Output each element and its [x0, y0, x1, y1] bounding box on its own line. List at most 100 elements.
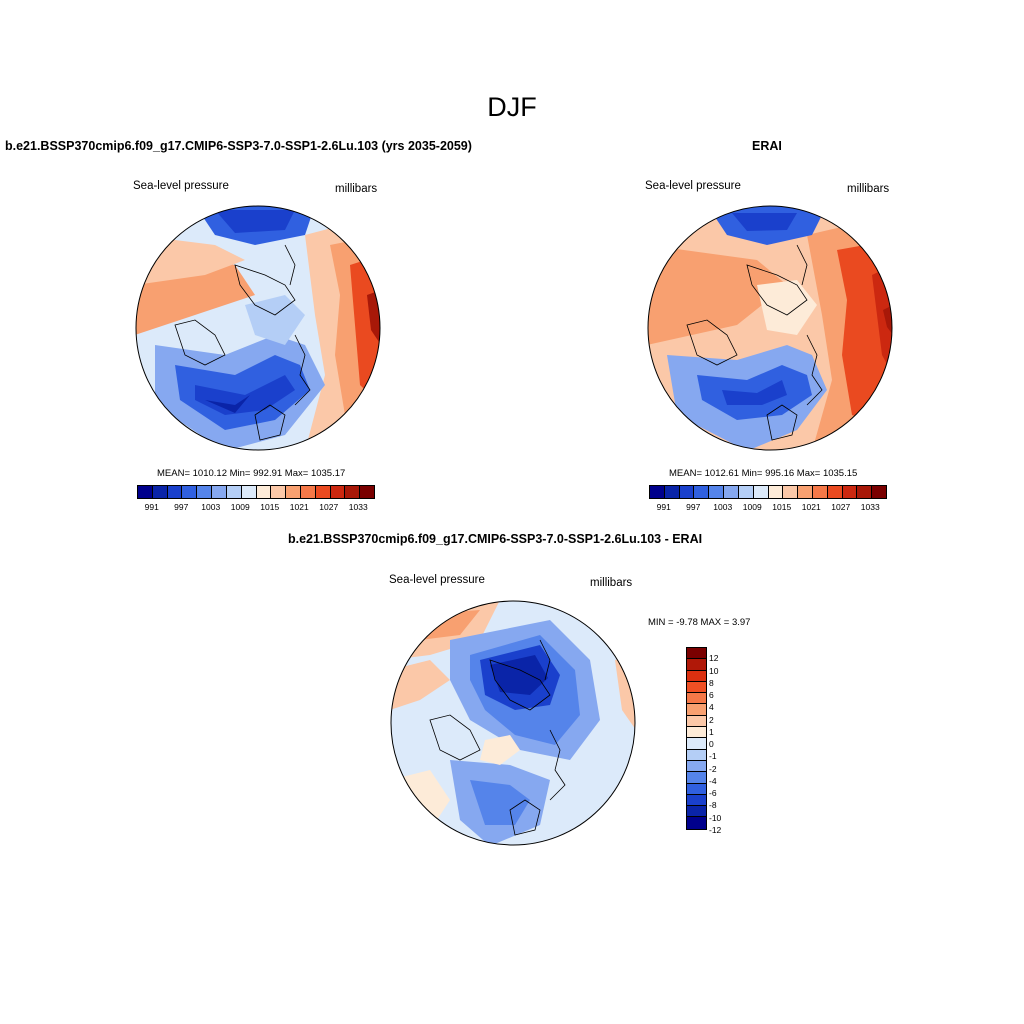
- panel-2-colorbar-swatch: [842, 486, 858, 498]
- panel-1-units-label: millibars: [335, 183, 378, 195]
- panel-3-colorbar-tick-label: -10: [709, 812, 722, 823]
- panel-2-colorbar-tick-label: 1027: [831, 502, 851, 512]
- panel-2-colorbar-swatch: [738, 486, 754, 498]
- panel-1-colorbar-tick-label: 1027: [319, 502, 339, 512]
- panel-2-colorbar-swatch: [857, 486, 873, 498]
- panel-2-colorbar-swatch: [798, 486, 813, 498]
- panel-3-colorbar-tick-label: 0: [709, 739, 714, 749]
- panel-2-colorbar-tick-label: 1009: [742, 502, 762, 512]
- panel-1-colorbar-tick-label: 991: [144, 502, 159, 512]
- panel-2-colorbar-swatch: [650, 486, 665, 498]
- panel-3-variable-label: Sea-level pressure: [389, 574, 485, 586]
- panel-2-colorbar-swatch: [783, 486, 799, 498]
- page-title: DJF: [487, 92, 537, 122]
- panel-2-polar-map: [647, 205, 893, 451]
- panel-1-colorbar-ticks: 991 997 1003 1009 1015 1021 1027 1033: [137, 502, 373, 514]
- panel-3-colorbar-swatch: [687, 704, 706, 716]
- panel-1-colorbar-tick-label: 997: [174, 502, 189, 512]
- panel-2-title: ERAI: [752, 139, 782, 153]
- panel-3-colorbar-swatch: [687, 681, 706, 694]
- panel-3-colorbar-swatch: [687, 783, 706, 795]
- panel-2-colorbar-tick-label: 997: [686, 502, 701, 512]
- panel-2-colorbar-tick-label: 1015: [772, 502, 792, 512]
- panel-1-colorbar-swatch: [315, 486, 331, 498]
- panel-1-colorbar-swatch: [300, 486, 316, 498]
- panel-1-colorbar-swatch: [152, 486, 168, 498]
- panel-1-map-border: [135, 205, 381, 451]
- panel-1-colorbar-swatch: [345, 486, 361, 498]
- panel-3-colorbar-swatch: [687, 693, 706, 705]
- panel-2-colorbar-ticks: 991 997 1003 1009 1015 1021 1027 1033: [649, 502, 885, 514]
- panel-1-variable-label: Sea-level pressure: [133, 180, 229, 192]
- panel-2-colorbar-swatch: [753, 486, 769, 498]
- panel-3-polar-map: [390, 600, 636, 846]
- panel-1-colorbar-swatch: [138, 486, 153, 498]
- panel-3-colorbar-swatch: [687, 794, 706, 807]
- panel-1-colorbar: [137, 485, 375, 499]
- panel-3-colorbar-tick-label: 8: [709, 677, 714, 688]
- panel-2-colorbar-swatch: [768, 486, 784, 498]
- panel-3-colorbar-swatch: [687, 806, 706, 818]
- panel-2-colorbar-tick-label: 1003: [713, 502, 733, 512]
- panel-1-colorbar-swatch: [271, 486, 287, 498]
- panel-1-title: b.e21.BSSP370cmip6.f09_g17.CMIP6-SSP3-7.…: [5, 139, 472, 153]
- panel-3-colorbar-swatch: [687, 659, 706, 671]
- panel-3-colorbar-swatch: [687, 738, 706, 750]
- panel-2-colorbar: [649, 485, 887, 499]
- panel-3-colorbar: [686, 647, 707, 830]
- panel-2-colorbar-swatch: [664, 486, 680, 498]
- panel-3-colorbar-tick-label: -12: [709, 824, 722, 835]
- panel-2-colorbar-swatch: [709, 486, 725, 498]
- panel-1-colorbar-tick-label: 1003: [201, 502, 221, 512]
- panel-3-colorbar-swatch: [687, 648, 706, 660]
- panel-3-colorbar-tick-label: -1: [709, 751, 717, 762]
- panel-1-colorbar-swatch: [256, 486, 272, 498]
- panel-3-colorbar-swatch: [687, 760, 706, 773]
- panel-3-map-border: [390, 600, 636, 846]
- panel-3-colorbar-tick-label: 4: [709, 702, 714, 713]
- panel-2-stats: MEAN= 1012.61 Min= 995.16 Max= 1035.15: [669, 468, 858, 479]
- panel-1-colorbar-swatch: [286, 486, 301, 498]
- panel-1-colorbar-swatch: [212, 486, 227, 498]
- panel-3-colorbar-swatch: [687, 749, 706, 761]
- panel-3-colorbar-ticks: 12 10 8 6 4 2 1 0 -1 -2 -4 -6 -8 -10 -12: [709, 647, 739, 843]
- panel-2-colorbar-tick-label: 1021: [801, 502, 821, 512]
- panel-1-colorbar-tick-label: 1015: [260, 502, 280, 512]
- panel-2-map-border: [647, 205, 893, 451]
- panel-3-colorbar-tick-label: 6: [709, 690, 714, 700]
- panel-1-colorbar-tick-label: 1033: [348, 502, 368, 512]
- panel-3-title: b.e21.BSSP370cmip6.f09_g17.CMIP6-SSP3-7.…: [288, 532, 703, 546]
- panel-3-colorbar-swatch: [687, 727, 706, 739]
- panel-3-stats: MIN = -9.78 MAX = 3.97: [648, 617, 751, 628]
- panel-1-polar-map: [135, 205, 381, 451]
- panel-2-units-label: millibars: [847, 183, 890, 195]
- panel-1-colorbar-swatch: [360, 486, 374, 498]
- panel-2-colorbar-swatch: [724, 486, 739, 498]
- panel-3-colorbar-swatch: [687, 715, 706, 728]
- panel-3-colorbar-swatch: [687, 670, 706, 682]
- panel-1-colorbar-swatch: [226, 486, 242, 498]
- panel-3-colorbar-tick-label: -2: [709, 763, 717, 774]
- panel-3-colorbar-swatch: [687, 817, 706, 829]
- panel-3-colorbar-tick-label: -4: [709, 775, 717, 786]
- panel-3-colorbar-swatch: [687, 772, 706, 784]
- panel-1-colorbar-tick-label: 1009: [230, 502, 250, 512]
- panel-1-stats: MEAN= 1010.12 Min= 992.91 Max= 1035.17: [157, 468, 346, 479]
- panel-1-colorbar-swatch: [241, 486, 257, 498]
- panel-2-colorbar-swatch: [872, 486, 886, 498]
- panel-3-colorbar-tick-label: 2: [709, 714, 714, 725]
- panel-2-colorbar-tick-label: 991: [656, 502, 671, 512]
- panel-1-colorbar-tick-label: 1021: [289, 502, 309, 512]
- panel-2-colorbar-swatch: [827, 486, 843, 498]
- panel-3-colorbar-tick-label: 1: [709, 726, 714, 737]
- panel-2-colorbar-swatch: [679, 486, 695, 498]
- panel-1-colorbar-swatch: [330, 486, 346, 498]
- panel-3-units-label: millibars: [590, 577, 633, 589]
- panel-2-variable-label: Sea-level pressure: [645, 180, 741, 192]
- panel-3-colorbar-tick-label: 10: [709, 665, 719, 676]
- panel-2-colorbar-tick-label: 1033: [860, 502, 880, 512]
- panel-2-colorbar-swatch: [812, 486, 828, 498]
- panel-3-colorbar-tick-label: -6: [709, 788, 717, 798]
- panel-2-colorbar-swatch: [694, 486, 710, 498]
- panel-1-colorbar-swatch: [167, 486, 183, 498]
